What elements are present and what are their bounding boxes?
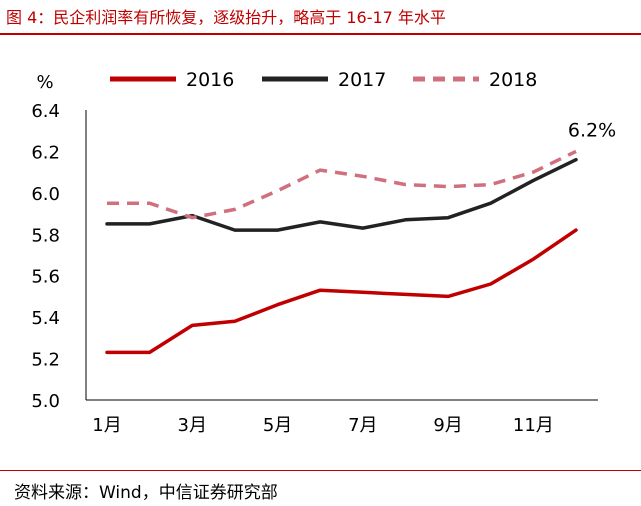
x-tick-label: 3月 <box>178 415 207 436</box>
line-chart: 5.0 5.2 5.4 5.6 5.8 6.0 6.2 6.4% 1月 3月 5月 7月 9月 11月 20… <box>31 69 616 436</box>
legend-label-2018: 2018 <box>489 69 537 91</box>
series-line-2017 <box>105 157 578 232</box>
source-rule <box>0 470 641 471</box>
x-tick-label: 11月 <box>513 415 554 436</box>
x-tick-label: 1月 <box>92 415 121 436</box>
series-line-2018 <box>107 149 577 220</box>
y-tick-label: 6.4 <box>31 101 60 122</box>
annotation-label: 6.2% <box>568 119 616 141</box>
x-tick-label: 5月 <box>263 415 292 436</box>
y-tick-label: 5.6 <box>31 267 60 288</box>
y-tick-label: 5.4 <box>31 308 60 329</box>
y-tick-label: 5.2 <box>31 350 60 371</box>
y-tick-label: 5.0 <box>31 391 60 412</box>
figure-title: 图 4：民企利润率有所恢复，逐级抬升，略高于 16-17 年水平 <box>6 8 446 27</box>
source-note: 资料来源：Wind，中信证券研究部 <box>14 483 278 503</box>
y-tick-label: 5.8 <box>31 225 60 246</box>
y-axis-unit-label: % <box>36 72 53 93</box>
title-rule <box>0 33 641 35</box>
x-tick-label: 7月 <box>348 415 377 436</box>
y-tick-label: 6.0 <box>31 184 60 205</box>
series-line-2016 <box>105 228 578 355</box>
legend-label-2016: 2016 <box>186 69 234 91</box>
x-tick-label: 9月 <box>433 415 462 436</box>
y-tick-label: 6.2 <box>31 142 60 163</box>
legend-label-2017: 2017 <box>338 69 386 91</box>
